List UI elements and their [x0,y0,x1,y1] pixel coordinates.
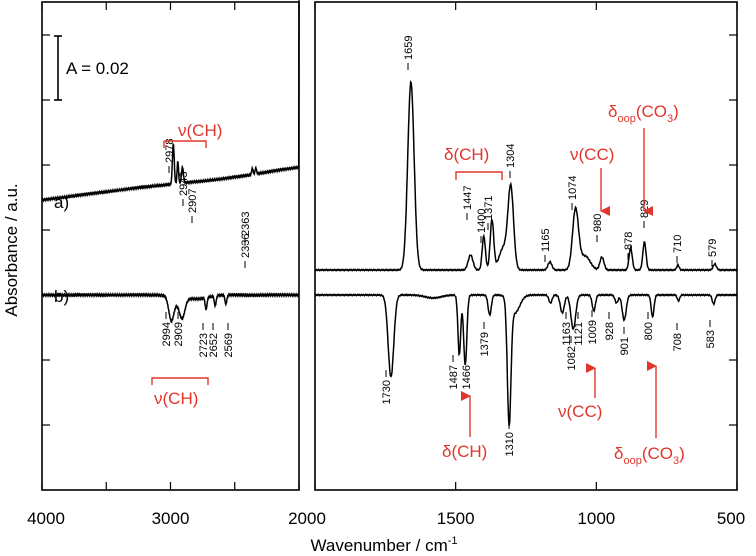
annotation-a-nu-cc: ν(CC) [570,145,614,164]
peak-label: 1659 [403,36,415,60]
peak-label: 2652 [208,333,220,357]
annotation-b-delta-oop-co3-close: ) [679,444,685,463]
peak-label: 980 [592,214,604,232]
peak-label: 708 [672,333,684,351]
peak-label: 2943 [178,172,190,196]
annotation-b-delta-oop-co3-group: (CO [642,444,673,463]
x-axis-title: Wavenumber / cm-1 [310,535,457,555]
peak-label: 1082 [566,346,578,370]
peak-label: 1400 [476,209,488,233]
x-tick-label: 1000 [577,509,615,528]
peak-label: 2723 [198,333,210,357]
x-tick-label: 1500 [437,509,475,528]
annotation-a-delta-oop-co3-close: ) [673,102,679,121]
scale-bar [54,35,62,101]
x-tick-label: 2000 [288,509,326,528]
x-tick-label: 3000 [152,509,190,528]
peak-label: 1304 [505,144,517,168]
peak-label: 1379 [479,332,491,356]
annotation-b-delta-oop-co3-delta: δ [614,444,623,463]
peak-label: 1310 [504,432,516,456]
spectrum-a-left [41,0,300,203]
peak-label: 2363 [240,212,252,236]
peak-label: 829 [639,200,651,218]
peak-label: 1165 [540,228,552,252]
spectra-lines [41,0,738,427]
peak-label: 1009 [587,320,599,344]
annotation-b-nu-ch: ν(CH) [154,389,198,408]
x-axis-title-text: Wavenumber / cm [310,536,447,555]
y-axis-title: Absorbance / a.u. [2,183,21,316]
peak-label: 1466 [461,365,473,389]
peak-label: 1121 [573,322,585,346]
annotations: ν(CH) δ(CH) ν(CC) δoop(CO3) ν(CH) δ(CH) … [151,102,685,467]
peak-label: 878 [623,232,635,250]
right-panel-frame [314,1,738,491]
peak-label: 1730 [381,380,393,404]
annotation-a-nu-ch: ν(CH) [178,121,222,140]
annotation-b-nu-ch-bracket [151,377,209,385]
peak-label: 1074 [567,176,579,200]
peak-label: 2907 [187,189,199,213]
peak-label: 1447 [462,186,474,210]
peak-label: 1163 [561,322,573,346]
spectrum-b-left [41,292,300,324]
annotation-a-delta-oop-co3: δoop(CO3) [608,102,679,125]
annotation-b-delta-oop-co3: δoop(CO3) [614,444,685,467]
annotation-a-delta-oop-co3-sub2: 3 [667,113,673,125]
x-tick-label: 500 [717,509,745,528]
annotation-a-nu-ch-bracket [163,140,207,148]
peak-label: 2336 [240,234,252,258]
annotation-b-delta-ch: δ(CH) [442,442,487,461]
peak-label: 579 [707,239,719,257]
x-tick-label: 4000 [27,509,65,528]
annotation-a-delta-oop-co3-delta: δ [608,102,617,121]
annotation-a-delta-ch-bracket [455,171,503,180]
scale-bar-label: A = 0.02 [66,59,129,78]
peak-label: 2909 [173,322,185,346]
peak-label: 583 [705,330,717,348]
peak-label: 800 [643,322,655,340]
peak-label: 1371 [483,196,495,220]
x-axis-tick-labels: 4000 3000 2000 1500 1000 500 [27,509,745,528]
x-axis-title-superscript: -1 [448,535,458,547]
annotation-a-delta-ch: δ(CH) [444,145,489,164]
annotation-a-delta-oop-co3-sub: oop [617,113,635,125]
peak-label: 710 [672,235,684,253]
peak-label: 928 [604,322,616,340]
peak-label: 1487 [448,365,460,389]
peak-label: 2978 [164,139,176,163]
spectrum-a-right [314,80,738,272]
peak-label: 901 [619,337,631,355]
peak-label: 2569 [223,333,235,357]
annotation-b-delta-oop-co3-sub2: 3 [673,455,679,467]
annotation-a-delta-oop-co3-group: (CO [636,102,667,121]
peak-label: 2994 [161,322,173,346]
spectrum-b-right [314,293,738,427]
annotation-b-nu-cc: ν(CC) [558,402,602,421]
annotation-b-delta-oop-co3-sub: oop [623,455,641,467]
